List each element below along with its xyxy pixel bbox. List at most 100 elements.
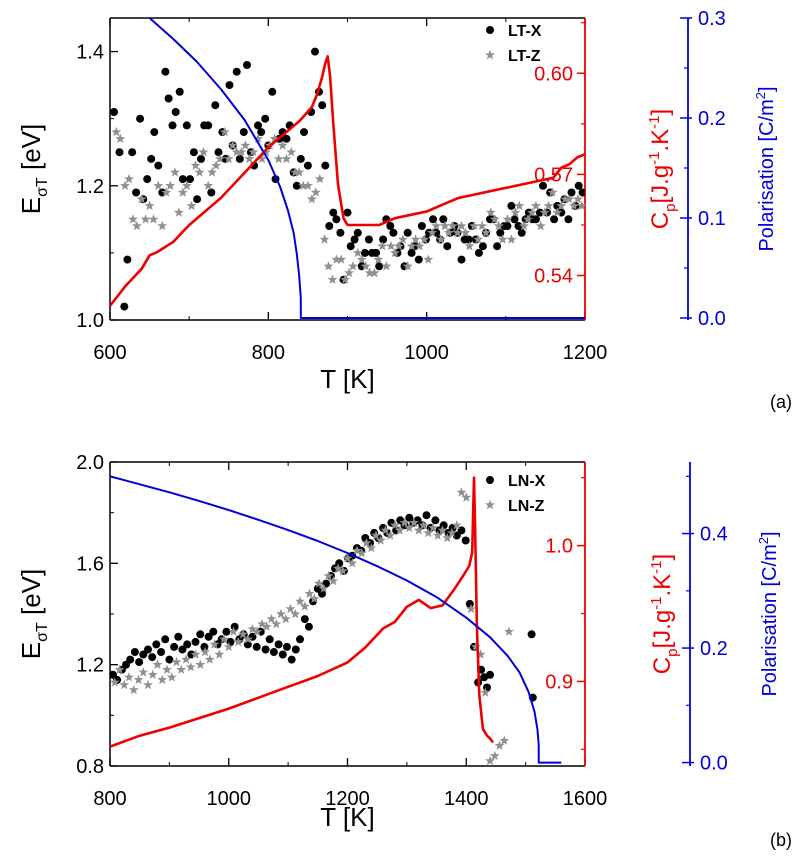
- data-point-lt-z: [173, 207, 184, 217]
- data-point-lt-x: [186, 175, 194, 184]
- data-point-ln-z: [371, 530, 381, 540]
- data-point-lt-x: [464, 235, 473, 244]
- data-point-lt-z: [344, 267, 354, 278]
- data-point-ln-z: [318, 583, 329, 593]
- y2-axis-label: Cp[J.g-1.K-1]: [648, 554, 681, 674]
- data-point-ln-z: [114, 664, 125, 674]
- data-point-lt-z: [431, 220, 442, 231]
- data-point-ln-x: [335, 559, 344, 568]
- legend-label-lt-x: LT-X: [508, 23, 542, 40]
- data-point-lt-z: [124, 173, 134, 184]
- data-point-ln-z: [299, 601, 310, 611]
- data-point-ln-z: [380, 525, 391, 535]
- data-point-ln-z: [504, 626, 514, 636]
- data-point-lt-z: [352, 247, 363, 258]
- data-point-lt-x: [136, 114, 145, 123]
- data-point-lt-z: [165, 180, 176, 190]
- data-point-lt-z: [211, 160, 221, 170]
- data-point-lt-x: [329, 208, 338, 217]
- data-point-lt-x: [296, 154, 305, 163]
- cp-line: [110, 476, 495, 748]
- data-point-lt-x: [372, 248, 380, 257]
- data-point-lt-x: [346, 242, 355, 251]
- data-point-lt-z: [306, 194, 317, 204]
- data-point-ln-x: [174, 632, 183, 641]
- data-point-lt-x: [268, 87, 277, 96]
- data-point-lt-z: [447, 220, 458, 231]
- legend-label-lt-z: LT-Z: [508, 48, 541, 65]
- data-point-lt-z: [253, 133, 263, 143]
- data-point-ln-x: [161, 635, 170, 644]
- data-point-lt-x: [300, 128, 308, 137]
- data-point-ln-x: [422, 511, 431, 520]
- data-point-lt-x: [189, 148, 198, 157]
- data-point-lt-x: [574, 181, 583, 190]
- data-point-ln-z: [252, 626, 263, 636]
- data-point-ln-x: [282, 642, 291, 651]
- data-point-lt-x: [364, 235, 373, 244]
- data-point-lt-x: [336, 228, 345, 237]
- data-point-lt-z: [286, 147, 297, 157]
- data-point-lt-z: [443, 227, 454, 237]
- data-point-ln-z: [442, 532, 453, 543]
- data-point-lt-x: [154, 161, 163, 170]
- data-point-lt-z: [527, 207, 537, 217]
- data-point-ln-z: [399, 517, 410, 527]
- data-point-lt-z: [564, 194, 575, 204]
- data-point-lt-z: [560, 194, 571, 204]
- data-point-lt-z: [303, 180, 313, 190]
- data-point-lt-z: [514, 200, 525, 211]
- data-point-ln-z: [124, 672, 134, 682]
- data-point-lt-x: [261, 114, 270, 123]
- data-point-ln-x: [465, 599, 474, 608]
- y3-tick-label: 0.1: [698, 208, 726, 230]
- data-point-lt-z: [203, 180, 214, 190]
- data-point-lt-z: [569, 200, 579, 211]
- data-point-ln-z: [428, 522, 438, 533]
- data-point-ln-z: [447, 527, 457, 538]
- data-point-ln-z: [304, 588, 315, 598]
- data-point-lt-x: [360, 248, 369, 257]
- data-point-ln-x: [243, 640, 252, 649]
- data-point-lt-x: [204, 121, 213, 130]
- data-point-ln-z: [181, 654, 191, 664]
- data-point-lt-x: [443, 242, 452, 251]
- data-point-ln-z: [204, 654, 215, 664]
- data-point-ln-z: [200, 646, 210, 657]
- data-point-lt-x: [197, 154, 205, 163]
- data-point-lt-z: [556, 200, 567, 211]
- data-point-ln-z: [133, 674, 144, 685]
- y3-tick-label: 0.0: [700, 753, 728, 775]
- data-point-ln-z: [314, 578, 324, 588]
- polarisation-line: [148, 18, 585, 319]
- data-point-ln-z: [475, 649, 486, 659]
- data-point-lt-x: [120, 302, 129, 311]
- data-point-lt-z: [170, 167, 180, 177]
- data-point-lt-x: [164, 94, 173, 103]
- data-point-ln-z: [290, 608, 301, 619]
- x-tick-label: 1600: [563, 788, 608, 810]
- data-point-lt-z: [477, 220, 487, 231]
- data-point-lt-z: [576, 200, 585, 211]
- data-point-ln-z: [466, 603, 476, 614]
- data-point-ln-z: [276, 608, 286, 619]
- panel-label-a: (a): [770, 392, 792, 412]
- data-point-ln-z: [461, 492, 472, 502]
- data-point-lt-z: [236, 147, 247, 157]
- data-point-lt-x: [147, 154, 156, 163]
- data-point-lt-x: [321, 161, 330, 170]
- data-point-ln-x: [287, 655, 296, 664]
- data-point-lt-z: [439, 220, 450, 231]
- data-point-lt-x: [403, 228, 412, 237]
- data-point-lt-x: [225, 81, 234, 90]
- data-point-ln-x: [457, 526, 466, 535]
- data-point-ln-z: [219, 634, 229, 644]
- y3-tick-label: 0.3: [698, 8, 726, 30]
- data-point-lt-z: [111, 126, 122, 137]
- data-point-lt-z: [327, 274, 338, 284]
- data-point-ln-z: [385, 530, 396, 540]
- y2-axis-label: Cp[J.g-1.K-1]: [646, 109, 679, 229]
- data-point-lt-z: [519, 220, 529, 231]
- data-point-lt-z: [215, 153, 225, 164]
- data-point-lt-z: [281, 153, 292, 164]
